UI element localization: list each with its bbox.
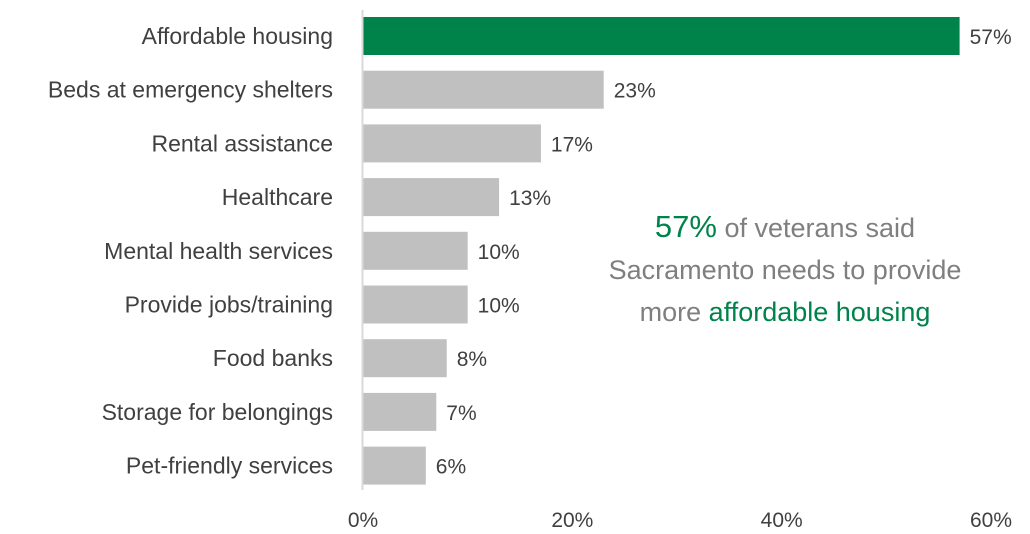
- category-label: Storage for belongings: [102, 399, 333, 425]
- category-label: Beds at emergency shelters: [48, 77, 333, 103]
- value-label: 6%: [436, 456, 466, 479]
- value-label: 10%: [478, 295, 520, 318]
- category-label: Provide jobs/training: [125, 292, 333, 318]
- x-tick-label: 40%: [761, 509, 803, 532]
- value-label: 7%: [446, 402, 476, 425]
- category-label: Healthcare: [222, 184, 333, 210]
- callout-annotation: 57% of veterans said Sacramento needs to…: [600, 206, 970, 333]
- bar: [363, 446, 426, 485]
- category-label: Mental health services: [104, 238, 333, 264]
- category-label: Affordable housing: [142, 23, 333, 49]
- bar: [363, 392, 437, 431]
- value-label: 8%: [457, 348, 487, 371]
- category-label: Food banks: [213, 345, 333, 371]
- x-tick-label: 0%: [348, 509, 378, 532]
- category-label: Pet-friendly services: [126, 453, 333, 479]
- x-tick-label: 60%: [970, 509, 1012, 532]
- bar: [363, 17, 960, 55]
- value-label: 10%: [478, 241, 520, 264]
- bar: [363, 124, 541, 163]
- category-label: Rental assistance: [151, 130, 333, 156]
- bar: [363, 70, 604, 109]
- value-label: 13%: [509, 187, 551, 210]
- callout-highlight: affordable housing: [708, 297, 931, 327]
- bar: [363, 339, 447, 378]
- bar: [363, 178, 500, 217]
- callout-text: of veterans said Sacramento needs to pro…: [608, 213, 962, 327]
- x-tick-label: 20%: [551, 509, 593, 532]
- callout-stat: 57%: [654, 209, 717, 244]
- value-label: 57%: [970, 26, 1012, 49]
- value-label: 17%: [551, 133, 593, 156]
- bar: [363, 285, 468, 324]
- value-label: 23%: [614, 80, 656, 103]
- bar: [363, 231, 468, 270]
